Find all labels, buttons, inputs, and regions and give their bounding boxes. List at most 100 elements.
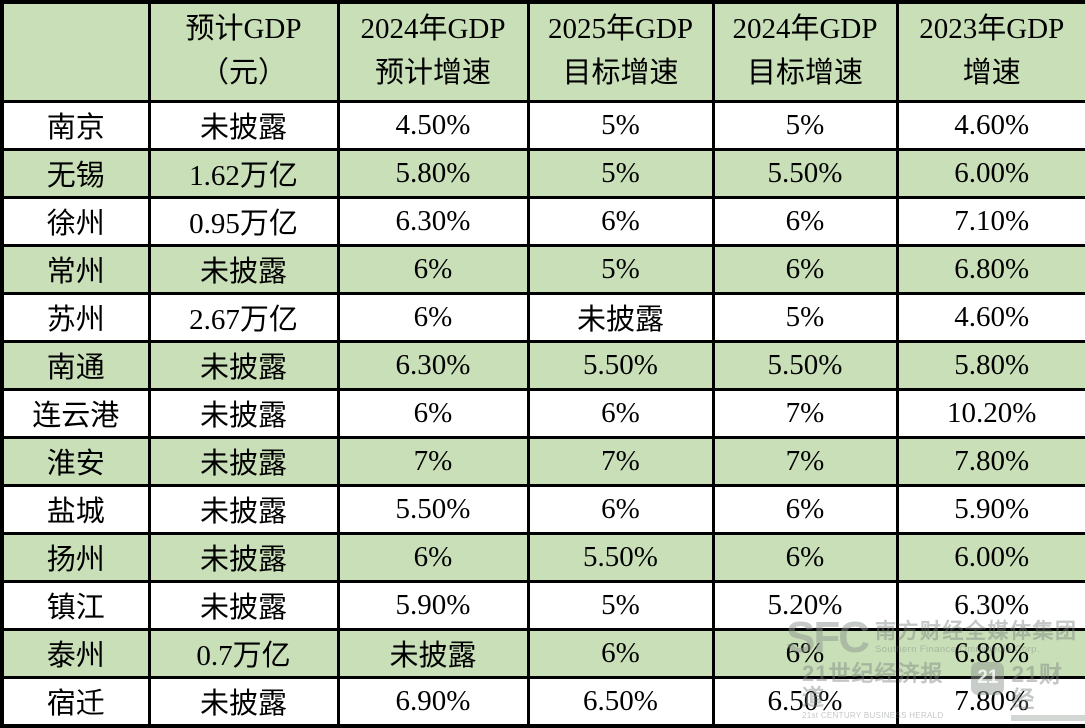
value-cell: 6.30% bbox=[336, 339, 530, 391]
value-cell: 5.50% bbox=[336, 483, 530, 535]
value-cell: 5.90% bbox=[336, 579, 530, 631]
value-cell: 6% bbox=[711, 483, 899, 535]
value-cell: 未披露 bbox=[147, 243, 340, 295]
value-cell: 6% bbox=[711, 531, 899, 583]
header-line1: 2025年GDP bbox=[547, 13, 693, 46]
value-cell: 6% bbox=[526, 195, 715, 247]
value-cell: 6.90% bbox=[336, 675, 530, 728]
value-cell: 6.50% bbox=[711, 675, 899, 728]
value-cell: 5% bbox=[526, 99, 715, 151]
value-cell: 6% bbox=[711, 243, 899, 295]
value-cell: 5.50% bbox=[711, 147, 899, 199]
table-row: 连云港 未披露 6% 6% 7% 10.20% bbox=[0, 387, 1085, 439]
table-body: 南京 未披露 4.50% 5% 5% 4.60% 无锡 1.62万亿 5.80% 5% 5.50% 6… bbox=[0, 99, 1085, 728]
value-cell: 6.00% bbox=[895, 531, 1085, 583]
city-cell: 南通 bbox=[0, 339, 151, 391]
value-cell: 5% bbox=[711, 291, 899, 343]
value-cell: 5% bbox=[526, 243, 715, 295]
value-cell: 未披露 bbox=[147, 531, 340, 583]
value-cell: 5.50% bbox=[711, 339, 899, 391]
value-cell: 5% bbox=[526, 147, 715, 199]
header-line2: 预计增速 bbox=[374, 56, 491, 89]
value-cell: 6% bbox=[336, 243, 530, 295]
header-line2: 目标增速 bbox=[746, 56, 863, 89]
value-cell: 2.67万亿 bbox=[147, 291, 340, 343]
value-cell: 0.95万亿 bbox=[147, 195, 340, 247]
header-line2: 增速 bbox=[962, 56, 1021, 89]
value-cell: 未披露 bbox=[147, 339, 340, 391]
header-row: 预计GDP （元） 2024年GDP 预计增速 2025年GDP 目标增速 20… bbox=[0, 0, 1085, 103]
city-cell: 镇江 bbox=[0, 579, 151, 631]
header-line1: 预计GDP bbox=[185, 13, 302, 46]
value-cell: 1.62万亿 bbox=[147, 147, 340, 199]
table-row: 常州 未披露 6% 5% 6% 6.80% bbox=[0, 243, 1085, 295]
corner-cell bbox=[0, 0, 151, 103]
value-cell: 未披露 bbox=[147, 99, 340, 151]
value-cell: 5.20% bbox=[711, 579, 899, 631]
table-row: 徐州 0.95万亿 6.30% 6% 6% 7.10% bbox=[0, 195, 1085, 247]
value-cell: 6% bbox=[711, 627, 899, 679]
value-cell: 7% bbox=[336, 435, 530, 487]
value-cell: 未披露 bbox=[147, 435, 340, 487]
value-cell: 未披露 bbox=[147, 483, 340, 535]
header-line2: （元） bbox=[199, 56, 287, 89]
column-header-2025-target-growth: 2025年GDP 目标增速 bbox=[526, 0, 715, 103]
header-line1: 2024年GDP bbox=[360, 13, 506, 46]
value-cell: 4.60% bbox=[895, 99, 1085, 151]
table-row: 南通 未披露 6.30% 5.50% 5.50% 5.80% bbox=[0, 339, 1085, 391]
value-cell: 5.90% bbox=[895, 483, 1085, 535]
table-row: 无锡 1.62万亿 5.80% 5% 5.50% 6.00% bbox=[0, 147, 1085, 199]
city-cell: 宿迁 bbox=[0, 675, 151, 728]
value-cell: 5% bbox=[711, 99, 899, 151]
value-cell: 5.80% bbox=[336, 147, 530, 199]
column-header-2023-growth: 2023年GDP 增速 bbox=[895, 0, 1085, 103]
table-row: 苏州 2.67万亿 6% 未披露 5% 4.60% bbox=[0, 291, 1085, 343]
value-cell: 6.30% bbox=[895, 579, 1085, 631]
value-cell: 未披露 bbox=[147, 675, 340, 728]
table-row: 宿迁 未披露 6.90% 6.50% 6.50% 7.80% bbox=[0, 675, 1085, 728]
value-cell: 6% bbox=[711, 195, 899, 247]
header-line2: 目标增速 bbox=[562, 56, 679, 89]
value-cell: 7% bbox=[711, 387, 899, 439]
header-line1: 2023年GDP bbox=[919, 13, 1065, 46]
city-cell: 苏州 bbox=[0, 291, 151, 343]
city-cell: 扬州 bbox=[0, 531, 151, 583]
table-row: 泰州 0.7万亿 未披露 6% 6% 6.80% bbox=[0, 627, 1085, 679]
value-cell: 未披露 bbox=[147, 579, 340, 631]
value-cell: 4.50% bbox=[336, 99, 530, 151]
value-cell: 0.7万亿 bbox=[147, 627, 340, 679]
column-header-2024-forecast-growth: 2024年GDP 预计增速 bbox=[336, 0, 530, 103]
value-cell: 7.80% bbox=[895, 435, 1085, 487]
header-line1: 2024年GDP bbox=[732, 13, 878, 46]
value-cell: 5.50% bbox=[526, 531, 715, 583]
value-cell: 6.80% bbox=[895, 627, 1085, 679]
value-cell: 6% bbox=[336, 291, 530, 343]
value-cell: 6% bbox=[526, 483, 715, 535]
value-cell: 10.20% bbox=[895, 387, 1085, 439]
value-cell: 5.50% bbox=[526, 339, 715, 391]
value-cell: 6.50% bbox=[526, 675, 715, 728]
value-cell: 7.80% bbox=[895, 675, 1085, 728]
value-cell: 6% bbox=[526, 627, 715, 679]
column-header-2024-target-growth: 2024年GDP 目标增速 bbox=[711, 0, 899, 103]
value-cell: 5% bbox=[526, 579, 715, 631]
table-row: 盐城 未披露 5.50% 6% 6% 5.90% bbox=[0, 483, 1085, 535]
city-cell: 常州 bbox=[0, 243, 151, 295]
table-header: 预计GDP （元） 2024年GDP 预计增速 2025年GDP 目标增速 20… bbox=[0, 0, 1085, 103]
table-row: 扬州 未披露 6% 5.50% 6% 6.00% bbox=[0, 531, 1085, 583]
value-cell: 6% bbox=[336, 531, 530, 583]
value-cell: 未披露 bbox=[526, 291, 715, 343]
city-cell: 盐城 bbox=[0, 483, 151, 535]
value-cell: 6.00% bbox=[895, 147, 1085, 199]
table-row: 淮安 未披露 7% 7% 7% 7.80% bbox=[0, 435, 1085, 487]
table-row: 南京 未披露 4.50% 5% 5% 4.60% bbox=[0, 99, 1085, 151]
value-cell: 7% bbox=[526, 435, 715, 487]
city-cell: 淮安 bbox=[0, 435, 151, 487]
city-cell: 泰州 bbox=[0, 627, 151, 679]
city-cell: 连云港 bbox=[0, 387, 151, 439]
city-cell: 无锡 bbox=[0, 147, 151, 199]
value-cell: 5.80% bbox=[895, 339, 1085, 391]
value-cell: 6.30% bbox=[336, 195, 530, 247]
city-cell: 南京 bbox=[0, 99, 151, 151]
